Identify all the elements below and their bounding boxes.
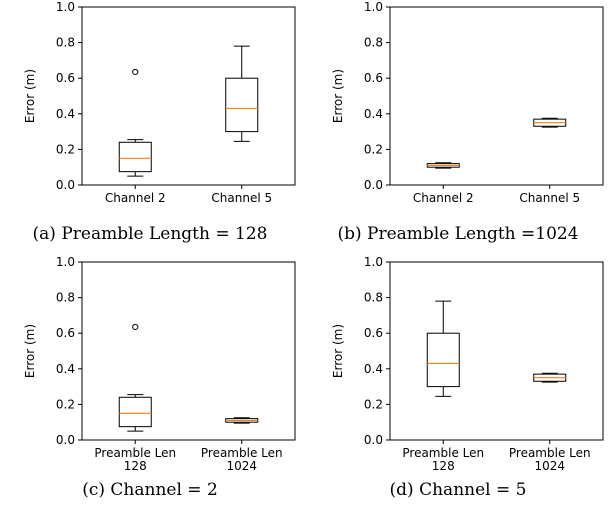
y-tick-label: 0.4 bbox=[56, 362, 75, 376]
boxplot-chart-b: 0.0 0.2 0.4 0.6 0.8 1.0 Error (m) Channel 2 Chan… bbox=[331, 0, 604, 205]
x-tick-label: Preamble Len 1024 bbox=[509, 446, 591, 473]
y-axis-label: Error (m) bbox=[331, 324, 345, 378]
x-tick-label: Channel 5 bbox=[211, 191, 272, 205]
box bbox=[118, 141, 152, 173]
y-tick-label: 1.0 bbox=[364, 255, 383, 269]
panel-b: 0.0 0.2 0.4 0.6 0.8 1.0 Error (m) Channel 2 Chan… bbox=[308, 0, 608, 255]
y-axis-label: Error (m) bbox=[23, 324, 37, 378]
y-tick-label: 0.8 bbox=[56, 291, 75, 305]
box bbox=[426, 332, 460, 388]
y-tick-label: 0.6 bbox=[364, 326, 383, 340]
y-tick-label: 0.2 bbox=[56, 142, 75, 156]
y-tick-label: 1.0 bbox=[56, 255, 75, 269]
box bbox=[118, 396, 152, 428]
y-tick-label: 0.8 bbox=[364, 291, 383, 305]
x-tick-label: Channel 2 bbox=[105, 191, 166, 205]
x-tick-label: Preamble Len 1024 bbox=[201, 446, 283, 473]
y-tick-label: 0.0 bbox=[364, 433, 383, 447]
y-tick-label: 1.0 bbox=[364, 0, 383, 14]
chart-caption: (c) Channel = 2 bbox=[82, 480, 218, 500]
y-tick-label: 0.4 bbox=[364, 362, 383, 376]
y-tick-label: 0.8 bbox=[364, 36, 383, 50]
y-tick-label: 0.4 bbox=[56, 107, 75, 121]
y-tick-label: 0.6 bbox=[56, 71, 75, 85]
y-tick-label: 0.6 bbox=[56, 326, 75, 340]
boxplot-chart-a: 0.0 0.2 0.4 0.6 0.8 1.0 Error (m) Channel 2 Chan… bbox=[23, 0, 296, 205]
y-tick-label: 0.0 bbox=[56, 433, 75, 447]
y-axis-label: Error (m) bbox=[331, 69, 345, 123]
panel-d: 0.0 0.2 0.4 0.6 0.8 1.0 Error (m) Preamble Len 1… bbox=[308, 255, 608, 510]
chart-caption: (b) Preamble Length =1024 bbox=[337, 224, 579, 244]
chart-caption: (d) Channel = 5 bbox=[389, 480, 527, 500]
y-tick-label: 0.2 bbox=[56, 397, 75, 411]
axes-frame bbox=[81, 261, 296, 441]
x-tick-label: Channel 5 bbox=[519, 191, 580, 205]
axes-frame bbox=[389, 6, 604, 186]
chart-caption: (a) Preamble Length = 128 bbox=[32, 224, 268, 244]
y-tick-label: 0.0 bbox=[56, 178, 75, 192]
x-tick-label: Channel 2 bbox=[413, 191, 474, 205]
y-axis-label: Error (m) bbox=[23, 69, 37, 123]
y-tick-label: 0.8 bbox=[56, 36, 75, 50]
outlier-point bbox=[132, 68, 139, 76]
axes-frame bbox=[389, 261, 604, 441]
x-tick-label: Preamble Len 128 bbox=[402, 446, 484, 473]
y-tick-label: 0.6 bbox=[364, 71, 383, 85]
panel-c: 0.0 0.2 0.4 0.6 0.8 1.0 Error (m) Preamble Len 1… bbox=[0, 255, 300, 510]
y-tick-label: 1.0 bbox=[56, 0, 75, 14]
panel-a: 0.0 0.2 0.4 0.6 0.8 1.0 Error (m) Channel 2 Chan… bbox=[0, 0, 300, 255]
outlier-point bbox=[132, 323, 139, 331]
y-tick-label: 0.0 bbox=[364, 178, 383, 192]
box bbox=[225, 77, 259, 133]
y-tick-label: 0.2 bbox=[364, 142, 383, 156]
y-tick-label: 0.2 bbox=[364, 397, 383, 411]
axes-frame bbox=[81, 6, 296, 186]
boxplot-chart-c: 0.0 0.2 0.4 0.6 0.8 1.0 Error (m) Preamble Len 1… bbox=[23, 255, 296, 473]
y-tick-label: 0.4 bbox=[364, 107, 383, 121]
boxplot-chart-d: 0.0 0.2 0.4 0.6 0.8 1.0 Error (m) Preamble Len 1… bbox=[331, 255, 604, 473]
x-tick-label: Preamble Len 128 bbox=[94, 446, 176, 473]
